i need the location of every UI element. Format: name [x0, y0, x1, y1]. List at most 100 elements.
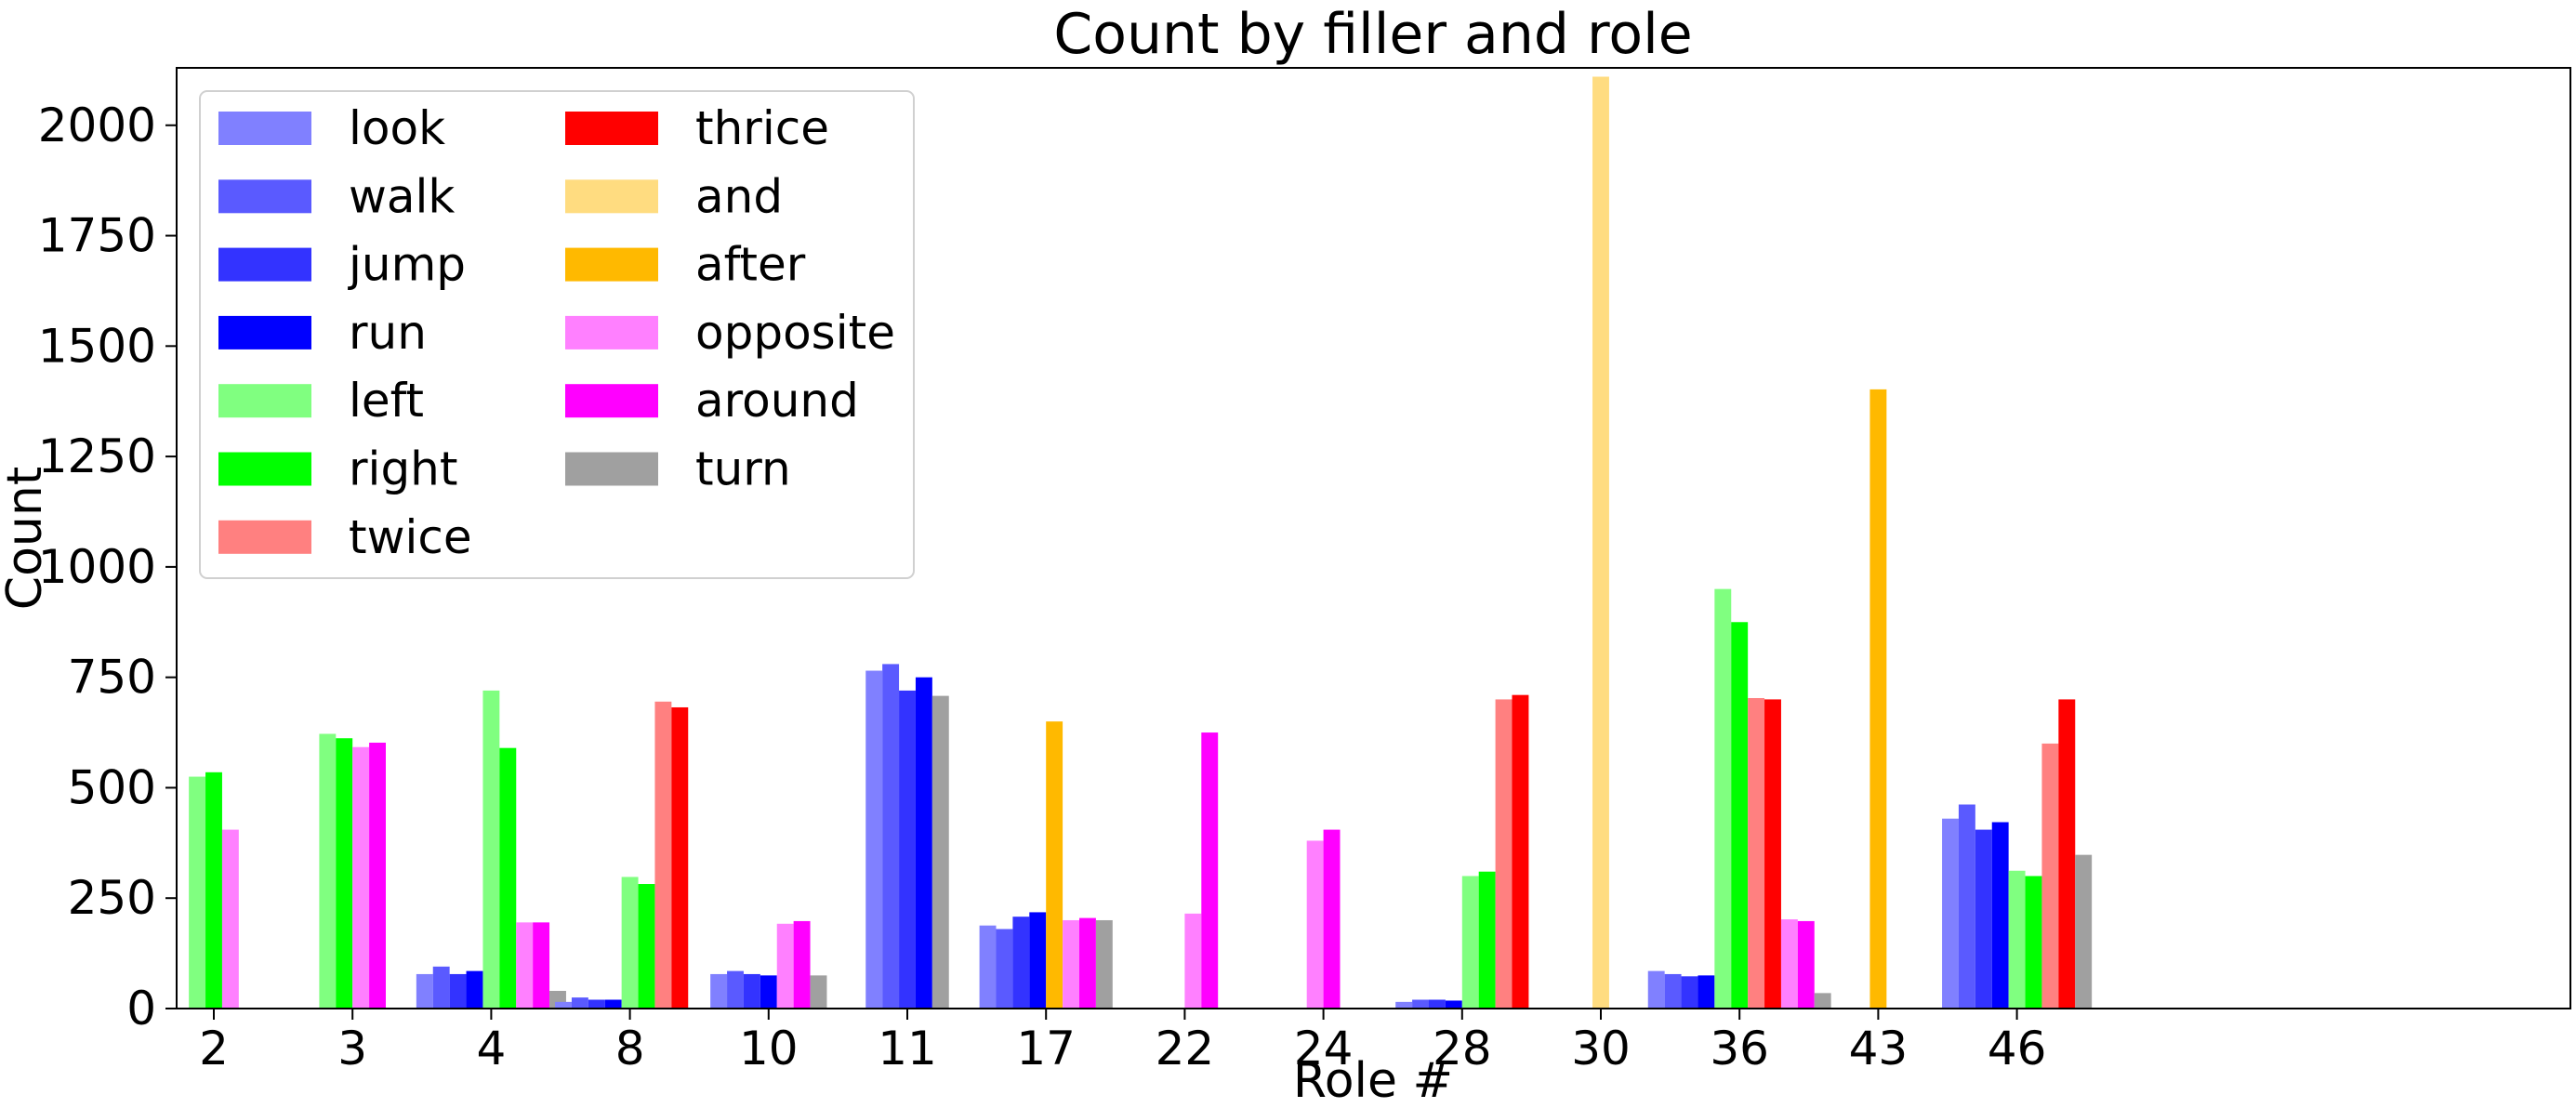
- x-axis: 2 3 4 8 10 11 17 22 24 28 30 36 43 46: [199, 1009, 2046, 1075]
- bar-jump-role-17: [1012, 917, 1030, 1009]
- y-tick-label: 1000: [38, 540, 156, 594]
- legend-frame: [199, 90, 915, 579]
- bar-opposite-role-24: [1306, 840, 1324, 1009]
- bar-around-role-4: [533, 922, 550, 1009]
- bar-run-role-4: [466, 970, 483, 1009]
- bar-run-role-46: [1991, 822, 2009, 1009]
- legend-swatch-walk: [218, 179, 311, 214]
- bar-thrice-role-36: [1764, 699, 1781, 1009]
- legend-label-around: around: [695, 374, 859, 428]
- y-tick-label: 0: [126, 982, 156, 1035]
- bar-opposite-role-4: [516, 922, 534, 1009]
- legend-label-jump: jump: [348, 238, 466, 292]
- bar-turn-role-17: [1095, 919, 1113, 1009]
- bar-walk-role-11: [882, 664, 900, 1009]
- legend-label-turn: turn: [695, 442, 791, 496]
- bar-jump-role-4: [449, 973, 467, 1009]
- legend-swatch-jump: [218, 247, 311, 282]
- bar-opposite-role-10: [776, 923, 794, 1009]
- x-tick-label: 8: [615, 1022, 645, 1075]
- x-tick-label: 36: [1710, 1022, 1769, 1075]
- bar-look-role-10: [710, 973, 728, 1009]
- bar-left-role-3: [319, 733, 337, 1009]
- bar-left-role-28: [1461, 876, 1479, 1009]
- bar-right-role-28: [1478, 871, 1496, 1009]
- legend-swatch-after: [565, 247, 658, 282]
- legend-label-opposite: opposite: [695, 306, 895, 360]
- x-tick-label: 46: [1988, 1022, 2047, 1075]
- x-tick-label: 30: [1571, 1022, 1631, 1075]
- bar-after-role-43: [1869, 389, 1887, 1009]
- bar-jump-role-10: [743, 973, 760, 1009]
- legend-swatch-look: [218, 112, 311, 145]
- bars-layer: [189, 76, 2093, 1009]
- legend-label-twice: twice: [349, 510, 472, 564]
- legend-label-thrice: thrice: [695, 101, 829, 155]
- y-tick-label: 2000: [38, 99, 156, 152]
- bar-jump-role-28: [1429, 999, 1446, 1009]
- legend-swatch-and: [565, 179, 658, 214]
- bar-look-role-17: [979, 925, 997, 1009]
- bar-twice-role-8: [654, 701, 672, 1009]
- bar-opposite-role-17: [1063, 919, 1079, 1009]
- legend-label-and: and: [695, 169, 783, 223]
- bar-and-role-30: [1592, 76, 1609, 1009]
- bar-walk-role-28: [1412, 999, 1429, 1009]
- x-tick-label: 3: [337, 1022, 367, 1075]
- bar-look-role-4: [416, 973, 433, 1009]
- bar-turn-role-46: [2075, 854, 2093, 1009]
- bar-jump-role-11: [899, 690, 916, 1009]
- bar-turn-role-10: [810, 975, 827, 1009]
- bar-thrice-role-8: [671, 706, 689, 1009]
- bar-thrice-role-28: [1512, 694, 1529, 1009]
- y-tick-label: 1500: [38, 319, 156, 373]
- legend-label-right: right: [349, 442, 457, 496]
- bar-right-role-4: [499, 747, 517, 1009]
- x-tick-label: 43: [1849, 1022, 1909, 1075]
- y-tick-label: 1750: [38, 209, 156, 263]
- bar-left-role-4: [482, 690, 500, 1009]
- legend-swatch-thrice: [565, 112, 658, 145]
- y-tick-label: 750: [68, 651, 156, 705]
- x-tick-label: 28: [1433, 1022, 1492, 1075]
- bar-left-role-36: [1714, 588, 1732, 1009]
- y-tick-label: 250: [68, 871, 156, 925]
- bar-right-role-2: [205, 772, 222, 1009]
- bar-opposite-role-3: [352, 746, 370, 1009]
- bar-run-role-8: [604, 999, 622, 1009]
- legend-label-left: left: [349, 374, 424, 428]
- x-tick-label: 10: [739, 1022, 799, 1075]
- bar-walk-role-46: [1958, 804, 1975, 1009]
- bar-left-role-46: [2008, 870, 2026, 1009]
- x-tick-label: 4: [476, 1022, 506, 1075]
- legend-label-walk: walk: [349, 169, 455, 223]
- bar-around-role-24: [1323, 829, 1341, 1009]
- bar-after-role-17: [1046, 721, 1063, 1009]
- bar-look-role-36: [1647, 970, 1665, 1009]
- x-tick-label: 17: [1016, 1022, 1076, 1075]
- x-tick-label: 11: [878, 1022, 937, 1075]
- bar-right-role-46: [2025, 876, 2042, 1009]
- bar-jump-role-46: [1975, 829, 1992, 1009]
- y-axis-label: Count: [0, 467, 53, 610]
- plot-frame: [176, 67, 2571, 1009]
- legend-swatch-run: [218, 315, 311, 350]
- bar-walk-role-8: [571, 997, 588, 1009]
- bar-turn-role-36: [1814, 993, 1831, 1009]
- legend-label-after: after: [695, 238, 806, 292]
- y-tick-label: 500: [68, 760, 156, 814]
- legend-swatch-twice: [218, 520, 311, 554]
- bar-run-role-10: [760, 975, 777, 1009]
- bar-around-role-10: [793, 920, 811, 1009]
- bar-look-role-46: [1942, 818, 1959, 1009]
- bar-jump-role-36: [1681, 976, 1698, 1009]
- bar-around-role-17: [1079, 917, 1096, 1009]
- bar-right-role-36: [1731, 622, 1749, 1009]
- bar-opposite-role-36: [1780, 919, 1798, 1009]
- bar-walk-role-36: [1664, 973, 1682, 1009]
- bar-look-role-8: [555, 1001, 572, 1009]
- bar-twice-role-28: [1495, 699, 1513, 1009]
- x-tick-label: 22: [1156, 1022, 1215, 1075]
- bar-run-role-36: [1698, 975, 1715, 1009]
